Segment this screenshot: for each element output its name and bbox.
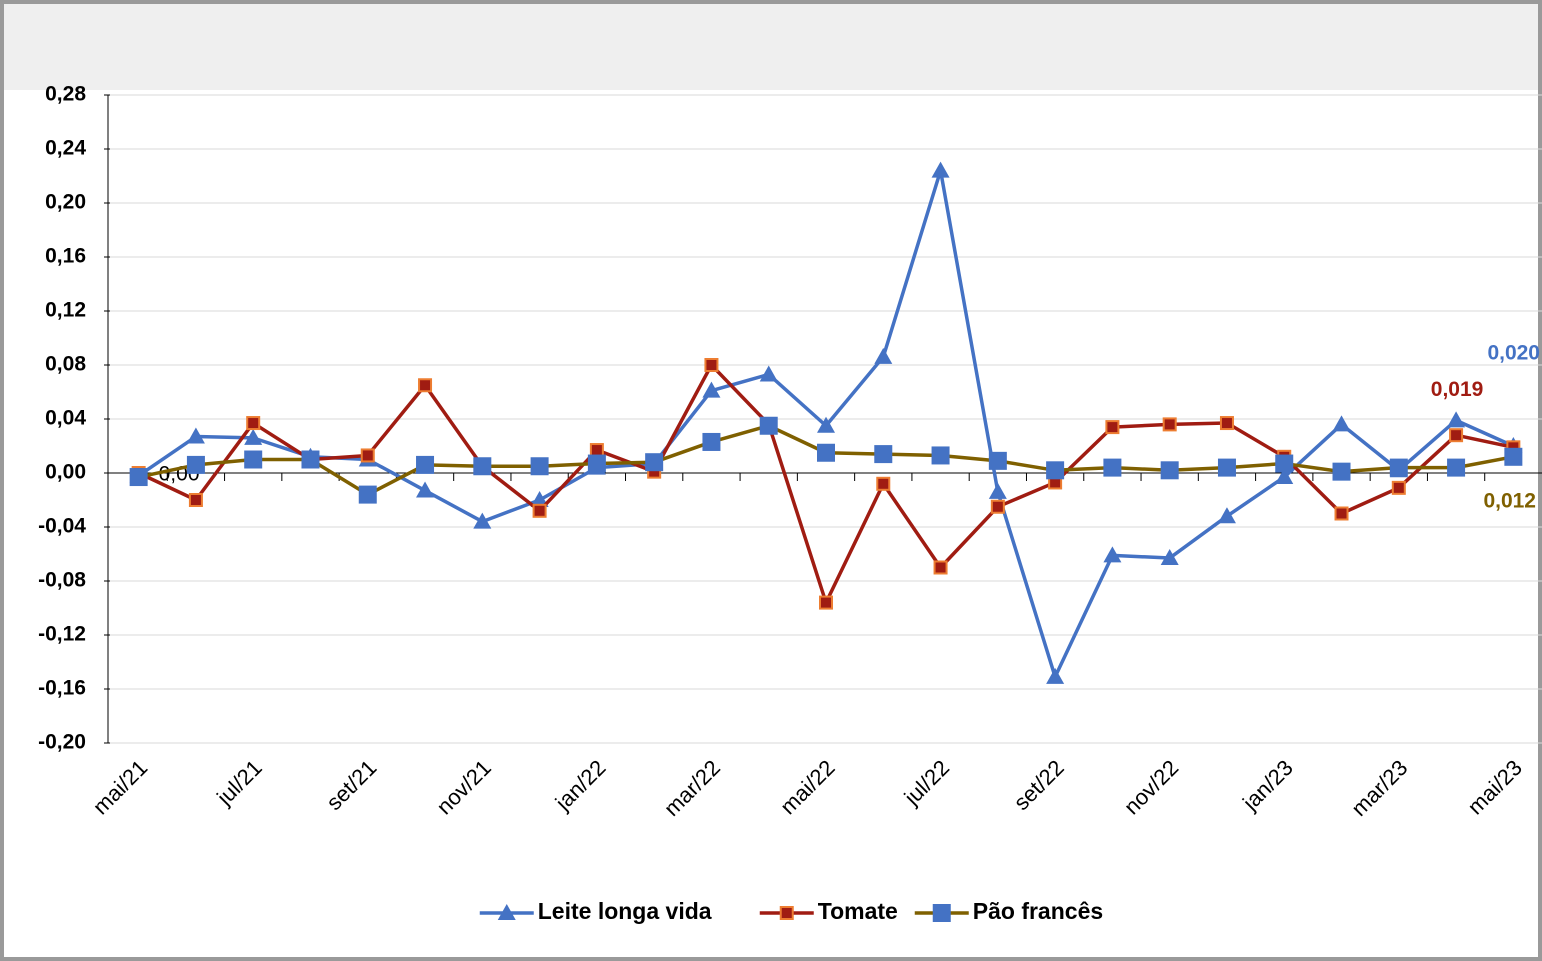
data-point — [990, 499, 1005, 514]
legend-label: Pão francês — [973, 898, 1103, 924]
data-point — [759, 416, 778, 435]
y-tick-label: 0,16 — [45, 245, 86, 268]
data-point — [1046, 667, 1065, 684]
data-point — [1447, 411, 1466, 428]
data-point — [129, 468, 148, 487]
data-point — [587, 454, 606, 473]
data-point — [819, 595, 833, 610]
data-point — [1160, 461, 1179, 480]
data-point — [874, 445, 893, 464]
data-point — [532, 503, 547, 518]
y-tick-label: -0,04 — [38, 515, 86, 538]
data-point — [876, 476, 891, 491]
data-point — [1162, 417, 1177, 432]
data-point — [1103, 458, 1122, 477]
data-point — [589, 443, 604, 458]
data-point — [530, 491, 549, 507]
data-point — [1334, 506, 1349, 521]
data-point — [188, 493, 203, 507]
data-point — [1275, 454, 1294, 473]
legend-swatch — [932, 904, 951, 922]
data-point — [416, 481, 435, 498]
header-band — [0, 0, 1542, 90]
data-point — [874, 347, 893, 364]
y-tick-label: 0,12 — [45, 299, 86, 322]
data-point — [186, 427, 205, 444]
data-point — [817, 416, 835, 433]
data-point — [1389, 458, 1408, 477]
data-point — [244, 450, 263, 469]
data-point — [246, 416, 261, 431]
data-label: 0,012 — [1483, 489, 1536, 512]
data-point — [186, 455, 205, 474]
data-point — [1275, 468, 1294, 485]
y-tick-label: 0,28 — [45, 83, 86, 106]
data-point — [933, 560, 948, 575]
data-point — [358, 485, 377, 504]
y-tick-label: -0,16 — [38, 677, 86, 700]
data-point — [1391, 480, 1406, 495]
data-point — [1447, 458, 1466, 477]
data-point — [418, 378, 433, 393]
data-point — [817, 443, 835, 462]
data-point — [244, 428, 263, 445]
y-tick-label: 0,24 — [45, 137, 86, 160]
data-point — [988, 482, 1007, 499]
data-point — [1332, 415, 1351, 432]
data-point — [473, 512, 492, 529]
data-point — [1449, 428, 1464, 443]
data-point — [1103, 546, 1122, 563]
y-tick-label: 0,04 — [45, 407, 86, 430]
data-point — [931, 446, 950, 465]
data-point — [1160, 549, 1179, 566]
data-point — [1046, 461, 1065, 480]
data-point — [1217, 507, 1236, 524]
y-tick-label: -0,08 — [38, 569, 86, 592]
data-point — [360, 448, 375, 463]
y-tick-label: 0,20 — [45, 191, 86, 214]
data-point — [931, 161, 950, 178]
data-point — [1504, 447, 1523, 466]
y-tick-label: 0,00 — [45, 461, 86, 484]
data-point — [1217, 458, 1236, 477]
data-point — [1332, 462, 1351, 481]
data-point — [530, 457, 549, 476]
data-point — [645, 453, 664, 472]
data-point — [702, 432, 721, 451]
legend-swatch — [779, 906, 794, 920]
data-point — [416, 455, 435, 474]
data-point — [702, 381, 721, 398]
data-point — [704, 358, 719, 372]
legend-swatch — [497, 904, 516, 920]
data-point — [988, 451, 1007, 470]
y-tick-label: -0,20 — [38, 731, 86, 754]
legend-label: Leite longa vida — [538, 898, 712, 924]
y-tick-label: 0,08 — [45, 353, 86, 376]
data-point — [1219, 416, 1234, 431]
data-point — [1105, 420, 1120, 435]
data-label: 0,019 — [1431, 378, 1484, 401]
legend-label: Tomate — [818, 898, 898, 924]
data-point — [759, 365, 778, 382]
y-tick-label: -0,12 — [38, 623, 86, 646]
data-label: 0,020 — [1487, 342, 1540, 365]
data-point — [301, 450, 320, 469]
data-point — [473, 457, 492, 476]
